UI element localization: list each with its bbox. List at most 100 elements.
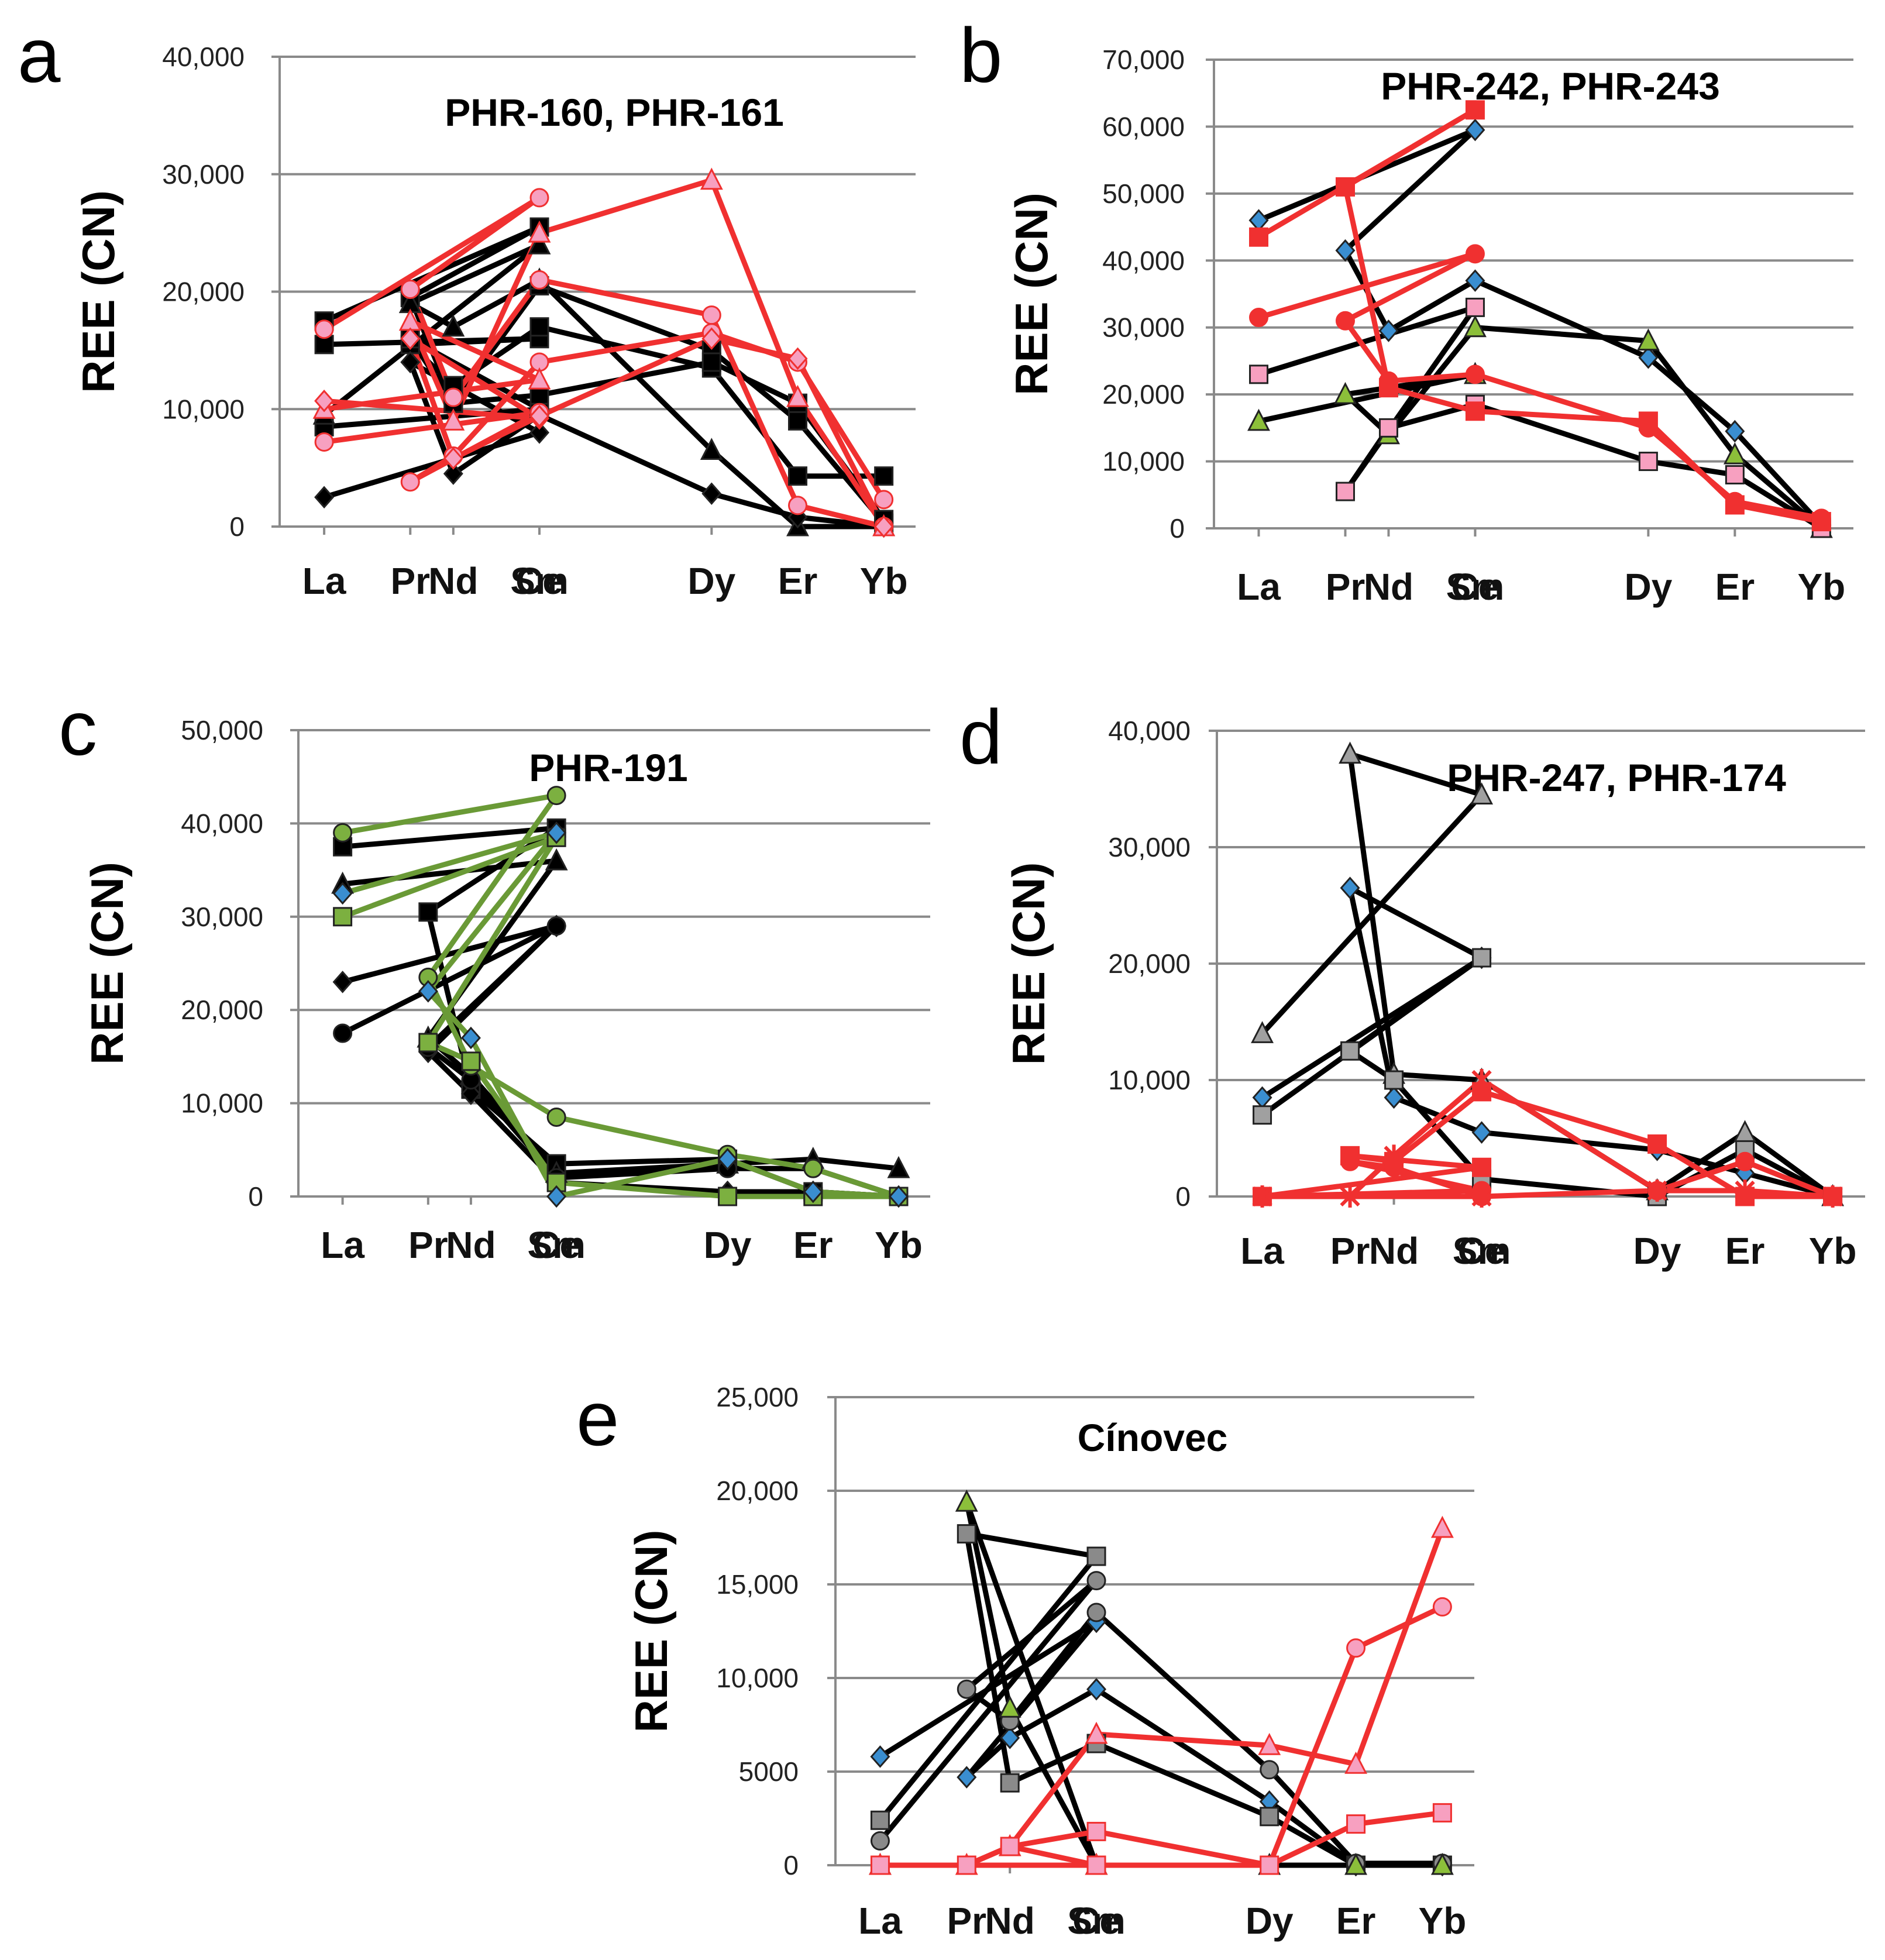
- data-point: [870, 1831, 890, 1851]
- data-point: [1384, 1144, 1404, 1167]
- data-point: [1384, 1086, 1404, 1109]
- y-tick-label: 50,000: [181, 715, 263, 745]
- data-point: [1335, 239, 1356, 262]
- data-point: [545, 848, 568, 871]
- data-point: [701, 305, 721, 325]
- data-point: [1384, 1070, 1404, 1090]
- data-point: [1636, 328, 1660, 351]
- x-tick-label: Pr: [947, 1900, 986, 1942]
- data-point: [418, 980, 438, 1003]
- series-line: [1260, 1077, 1836, 1199]
- x-tick-label: Pr: [408, 1224, 448, 1266]
- data-point: [1086, 1603, 1106, 1622]
- data-point: [1260, 1807, 1279, 1827]
- y-tick-label: 5000: [739, 1756, 799, 1787]
- data-point: [1430, 1852, 1454, 1875]
- data-point: [529, 270, 549, 290]
- data-point: [1251, 1021, 1274, 1043]
- data-point: [1638, 346, 1659, 369]
- x-tick-label: La: [858, 1900, 902, 1942]
- data-point: [1647, 1180, 1667, 1202]
- y-tick-label: 25,000: [716, 1382, 799, 1412]
- data-point: [400, 472, 420, 492]
- y-tick-label: 30,000: [162, 159, 245, 190]
- data-point: [955, 1489, 978, 1512]
- data-point: [1465, 100, 1485, 120]
- data-point: [1725, 491, 1745, 511]
- data-point: [443, 462, 463, 485]
- data-point: [529, 317, 549, 337]
- data-point: [1735, 1151, 1755, 1171]
- panel-c: c 0 10,000 20,000 30,000 40,000 50,000 La Ce PrNd…: [59, 685, 930, 1266]
- y-tick-label: 50,000: [1102, 178, 1185, 209]
- data-point: [701, 482, 722, 506]
- data-point: [700, 167, 723, 190]
- panel-title: Cínovec: [1078, 1416, 1228, 1459]
- data-point: [418, 1033, 438, 1053]
- x-tick-label: Pr: [390, 560, 430, 602]
- data-point: [1471, 1121, 1492, 1144]
- y-axis-label: REE (CN): [81, 862, 133, 1065]
- y-tick-label: 10,000: [1102, 446, 1185, 477]
- data-point: [1735, 1180, 1755, 1202]
- data-point: [1346, 1638, 1366, 1658]
- data-point: [1472, 948, 1492, 968]
- y-tick-label: 0: [783, 1850, 799, 1880]
- x-tick-label: Dy: [1624, 566, 1672, 608]
- data-point: [314, 486, 335, 509]
- y-axis-label: REE (CN): [1006, 192, 1057, 396]
- series-line: [340, 830, 902, 1199]
- x-tick-label: Nd: [428, 560, 478, 602]
- data-point: [442, 408, 465, 431]
- x-tick-label: Ce: [532, 1224, 580, 1266]
- y-tick-label: 60,000: [1102, 111, 1185, 142]
- data-point: [1249, 365, 1269, 384]
- x-tick-label: Er: [793, 1224, 833, 1266]
- data-point: [1086, 1546, 1106, 1566]
- data-point: [528, 232, 551, 255]
- panel-letter: c: [59, 685, 97, 771]
- y-tick-label: 20,000: [1102, 379, 1185, 410]
- data-point: [1000, 1837, 1020, 1856]
- y-axis-label: REE (CN): [625, 1530, 677, 1733]
- data-point: [442, 314, 465, 337]
- x-tick-label: Yb: [1809, 1230, 1857, 1272]
- data-point: [874, 490, 894, 510]
- data-point: [1335, 482, 1355, 501]
- x-tick-label: Nd: [985, 1900, 1035, 1942]
- x-tick-label: Er: [1715, 566, 1755, 608]
- data-point: [870, 1855, 890, 1875]
- data-point: [1470, 782, 1494, 804]
- data-point: [1086, 1821, 1106, 1841]
- data-point: [873, 515, 894, 538]
- x-tick-label: Ce: [515, 560, 563, 602]
- data-point: [1463, 315, 1487, 338]
- data-point: [418, 902, 438, 922]
- x-tick-label: Yb: [860, 560, 908, 602]
- y-tick-label: 30,000: [1102, 312, 1185, 343]
- data-point: [1430, 1515, 1454, 1538]
- x-tick-label: La: [302, 560, 346, 602]
- data-point: [1000, 1773, 1020, 1793]
- data-point: [1472, 1157, 1492, 1177]
- y-tick-label: 20,000: [716, 1476, 799, 1506]
- data-point: [1465, 401, 1485, 421]
- data-point: [1647, 1134, 1667, 1154]
- data-point: [1432, 1597, 1452, 1617]
- panel-letter: d: [959, 694, 1002, 780]
- x-tick-label: Dy: [704, 1224, 752, 1266]
- data-point: [400, 350, 421, 374]
- y-tick-label: 20,000: [162, 277, 245, 307]
- panel-title: PHR-242, PHR-243: [1381, 64, 1720, 108]
- x-tick-label: Nd: [1364, 566, 1413, 608]
- data-point: [1378, 418, 1398, 438]
- data-point: [1344, 1852, 1368, 1875]
- x-tick-label: Sm: [527, 1224, 586, 1266]
- data-point: [957, 1679, 976, 1699]
- data-point: [803, 1158, 823, 1178]
- y-tick-label: 10,000: [716, 1663, 799, 1693]
- data-point: [887, 1156, 910, 1178]
- data-point: [1339, 741, 1362, 764]
